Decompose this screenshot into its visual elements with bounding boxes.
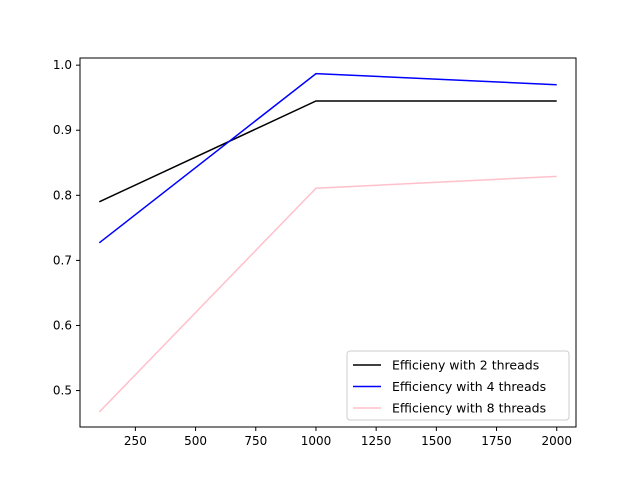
y-tick-label: 0.7 [53, 253, 72, 267]
legend: Efficieny with 2 threads Efficiency with … [346, 350, 570, 421]
x-tick-label: 750 [244, 434, 267, 448]
x-tick-label: 1250 [361, 434, 392, 448]
series-line-3 [98, 175, 557, 413]
x-tick-label: 500 [184, 434, 207, 448]
legend-entry-label: Efficiency with 8 threads [392, 401, 546, 416]
y-tick-label: 0.8 [53, 188, 72, 202]
x-tick-label: 1500 [421, 434, 452, 448]
y-tick-label: 1.0 [53, 58, 72, 72]
series-line-1 [98, 100, 557, 203]
y-tick-label: 0.9 [53, 123, 72, 137]
x-tick-label: 250 [124, 434, 147, 448]
series-line-2 [98, 72, 557, 244]
x-tick-label: 2000 [541, 434, 572, 448]
series-lines [98, 72, 557, 413]
x-tick-label: 1750 [481, 434, 512, 448]
x-tick-label: 1000 [301, 434, 332, 448]
legend-entry-label: Efficiency with 4 threads [392, 379, 546, 394]
y-tick-label: 0.6 [53, 318, 72, 332]
y-axis: 0.5 0.6 0.7 0.8 0.9 1.0 [53, 58, 80, 398]
x-axis: 250 500 750 1000 1250 1500 1750 2000 [124, 427, 572, 448]
legend-box [346, 350, 570, 421]
y-tick-label: 0.5 [53, 384, 72, 398]
legend-entry-label: Efficieny with 2 threads [392, 358, 539, 373]
plot-frame [79, 57, 577, 428]
